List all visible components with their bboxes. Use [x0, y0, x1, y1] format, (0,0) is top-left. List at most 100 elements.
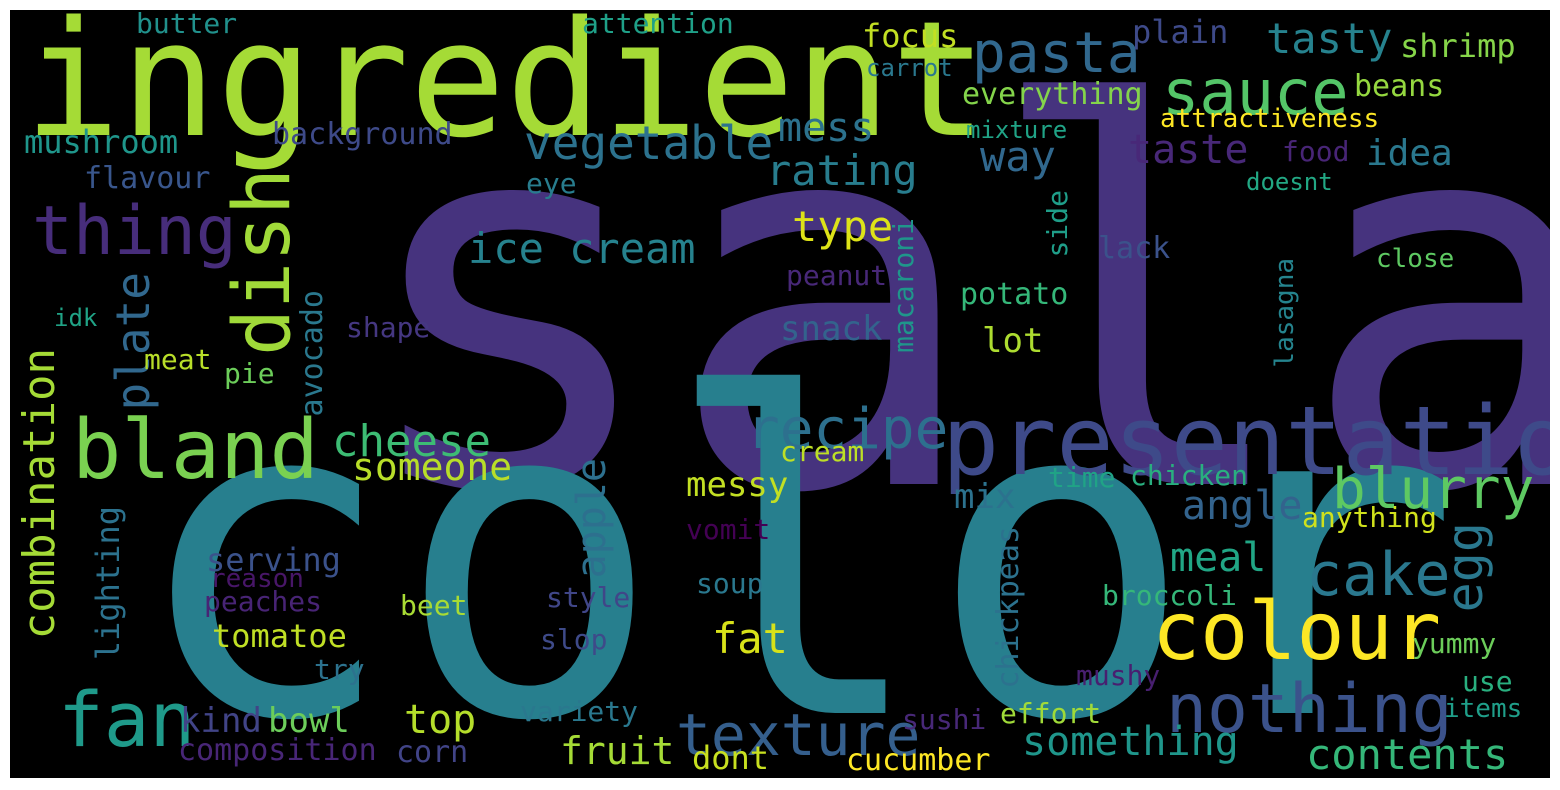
- word-combination: combination: [14, 348, 65, 640]
- word-broccoli: broccoli: [1102, 579, 1237, 612]
- word-rating: rating: [766, 146, 918, 195]
- word-meal: meal: [1170, 535, 1267, 581]
- word-egg: egg: [1436, 522, 1494, 613]
- word-fat: fat: [712, 614, 788, 663]
- word-slop: slop: [540, 623, 608, 656]
- word-avocado: avocado: [295, 290, 330, 417]
- word-contents: contents: [1306, 730, 1509, 778]
- word-sushi: sushi: [902, 703, 987, 736]
- word-doesnt: doesnt: [1246, 168, 1333, 196]
- word-mixture: mixture: [966, 116, 1068, 144]
- word-lighting: lighting: [89, 506, 127, 661]
- word-potato: potato: [960, 277, 1069, 312]
- word-recipe: recipe: [746, 397, 949, 462]
- word-way: way: [980, 132, 1056, 181]
- word-mushroom: mushroom: [24, 123, 179, 161]
- word-yummy: yummy: [1412, 627, 1497, 660]
- word-shrimp: shrimp: [1400, 27, 1516, 65]
- word-something: something: [1022, 719, 1239, 765]
- word-cloud: salad color ingredient presentation colo…: [10, 10, 1550, 778]
- word-vegetable: vegetable: [524, 116, 774, 170]
- word-use: use: [1462, 665, 1513, 698]
- word-items: items: [1444, 694, 1523, 724]
- word-angle: angle: [1182, 483, 1303, 529]
- word-vomit: vomit: [686, 513, 771, 546]
- word-food: food: [1282, 135, 1350, 168]
- word-sauce: sauce: [1162, 56, 1349, 129]
- word-snack: snack: [780, 309, 883, 349]
- word-cake: cake: [1306, 540, 1451, 610]
- word-top: top: [404, 697, 477, 743]
- word-idk: idk: [54, 304, 98, 332]
- word-taste: taste: [1128, 127, 1249, 173]
- word-corn: corn: [396, 735, 469, 770]
- word-serving: serving: [206, 541, 341, 579]
- word-anything: anything: [1302, 501, 1437, 534]
- word-lack: lack: [1098, 231, 1171, 266]
- word-focus: focus: [862, 17, 959, 55]
- word-chicken: chicken: [1130, 459, 1249, 492]
- word-variety: variety: [520, 695, 639, 728]
- word-effort: effort: [1000, 697, 1102, 730]
- word-beans: beans: [1354, 69, 1445, 104]
- word-salad: salad: [350, 10, 1550, 608]
- word-bowl: bowl: [268, 701, 350, 741]
- word-bland: bland: [72, 403, 319, 498]
- word-someone: someone: [352, 445, 513, 489]
- word-reason: reason: [210, 564, 304, 594]
- word-nothing: nothing: [1166, 670, 1453, 749]
- word-kind: kind: [180, 701, 262, 741]
- word-cream: cream: [780, 435, 865, 468]
- word-plain: plain: [1132, 13, 1229, 51]
- word-everything: everything: [962, 77, 1143, 112]
- word-peaches: peaches: [204, 585, 323, 618]
- word-macaroni: macaroni: [887, 218, 920, 353]
- word-tasty: tasty: [1266, 14, 1393, 63]
- word-dont: dont: [692, 739, 770, 777]
- word-fan: fan: [58, 675, 196, 764]
- word-color: color: [130, 304, 1461, 778]
- word-beet: beet: [400, 589, 468, 622]
- word-chickpeas: chickpeas: [991, 526, 1026, 689]
- word-shape: shape: [346, 311, 431, 344]
- word-thing: thing: [32, 192, 237, 271]
- word-messy: messy: [686, 465, 789, 505]
- word-presentation: presentation: [942, 387, 1550, 497]
- word-pasta: pasta: [972, 21, 1141, 86]
- word-pie: pie: [224, 357, 275, 390]
- word-meat: meat: [144, 343, 212, 376]
- word-butter: butter: [136, 10, 238, 40]
- word-composition: composition: [178, 733, 377, 768]
- word-mix: mix: [954, 477, 1016, 517]
- word-background: background: [272, 117, 453, 152]
- word-texture: texture: [676, 701, 921, 769]
- word-attention: attention: [582, 10, 734, 40]
- word-tomatoe: tomatoe: [212, 617, 347, 655]
- word-ice-cream: ice cream: [468, 224, 696, 273]
- word-side: side: [1041, 190, 1074, 258]
- word-time: time: [1048, 461, 1116, 494]
- word-cucumber: cucumber: [846, 743, 991, 778]
- word-style: style: [546, 581, 631, 614]
- word-carrot: carrot: [866, 54, 953, 82]
- word-mushy: mushy: [1076, 659, 1161, 692]
- word-fruit: fruit: [560, 729, 675, 773]
- word-lasagna: lasagna: [1270, 258, 1300, 368]
- word-attractiveness: attractiveness: [1160, 104, 1380, 134]
- word-soup: soup: [696, 567, 764, 600]
- word-idea: idea: [1366, 133, 1453, 174]
- word-flavour: flavour: [84, 161, 211, 196]
- word-colour: colour: [1152, 585, 1441, 678]
- word-blurry: blurry: [1332, 457, 1535, 522]
- word-ingredient: ingredient: [24, 10, 988, 173]
- word-cheese: cheese: [332, 416, 491, 467]
- word-close: close: [1376, 244, 1455, 274]
- word-eye: eye: [526, 167, 577, 200]
- word-peanut: peanut: [786, 259, 888, 292]
- word-lot: lot: [982, 321, 1044, 361]
- word-try: try: [314, 653, 365, 686]
- word-apple: apple: [569, 458, 615, 579]
- word-type: type: [792, 202, 894, 251]
- word-plate: plate: [106, 272, 160, 411]
- word-mess: mess: [778, 105, 875, 151]
